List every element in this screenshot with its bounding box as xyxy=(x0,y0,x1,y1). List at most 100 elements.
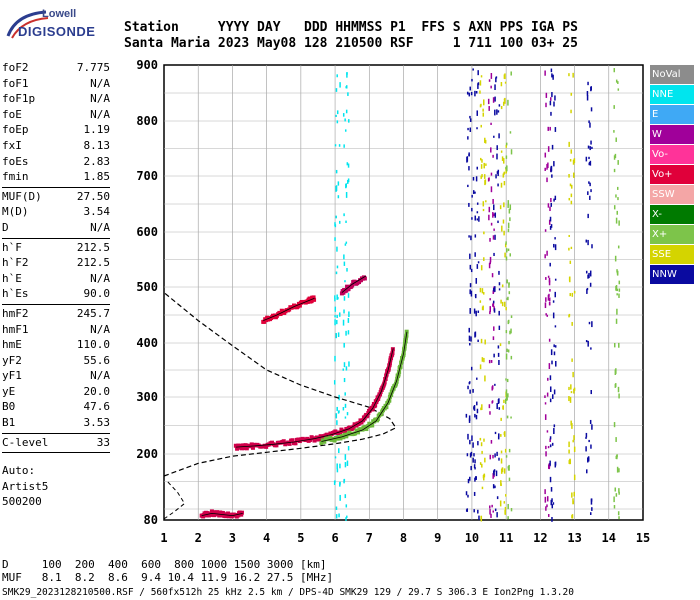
noise-point xyxy=(484,137,486,143)
trace-fit-line xyxy=(263,297,315,321)
noise-point xyxy=(467,136,469,140)
noise-point xyxy=(545,92,548,98)
noise-point xyxy=(480,442,483,447)
noise-point xyxy=(479,157,482,161)
noise-point xyxy=(507,99,509,106)
noise-point xyxy=(618,220,620,226)
noise-point xyxy=(466,508,469,512)
noise-point xyxy=(475,293,477,299)
noise-point xyxy=(589,160,592,166)
param-label: fmin xyxy=(2,170,29,184)
noise-point xyxy=(346,412,349,416)
echo-point xyxy=(338,430,343,435)
noise-point xyxy=(498,133,500,139)
noise-point xyxy=(585,156,588,162)
noise-point xyxy=(616,308,618,315)
noise-point xyxy=(476,408,479,414)
noise-point xyxy=(479,462,482,465)
noise-point xyxy=(507,516,509,520)
noise-point xyxy=(344,118,346,122)
echo-point xyxy=(376,396,381,401)
noise-point xyxy=(588,272,590,279)
noise-point xyxy=(335,413,338,419)
noise-point xyxy=(504,73,506,80)
noise-point xyxy=(469,86,471,91)
noise-point xyxy=(334,222,336,227)
noise-point xyxy=(544,489,546,495)
noise-point xyxy=(346,162,349,166)
noise-point xyxy=(568,386,570,391)
param-value: N/A xyxy=(90,369,110,383)
echo-point xyxy=(209,512,214,517)
noise-point xyxy=(505,494,507,497)
noise-point xyxy=(570,109,572,114)
noise-point xyxy=(549,262,551,267)
noise-point xyxy=(489,509,491,515)
noise-point xyxy=(470,268,473,273)
echo-point xyxy=(239,446,244,451)
echo-point xyxy=(305,436,310,441)
noise-point xyxy=(335,271,338,275)
echo-point xyxy=(384,405,389,410)
noise-point xyxy=(569,260,572,264)
noise-point xyxy=(346,72,348,78)
noise-point xyxy=(490,85,492,89)
noise-point xyxy=(475,277,478,284)
noise-point xyxy=(502,158,505,164)
noise-point xyxy=(334,315,336,318)
noise-point xyxy=(614,369,617,375)
noise-point xyxy=(549,225,552,230)
noise-point xyxy=(468,92,471,97)
noise-point xyxy=(587,340,589,347)
file-info-footer: SMK29_2023128210500.RSF / 560fx512h 25 k… xyxy=(2,587,574,598)
noise-point xyxy=(476,166,479,170)
noise-point xyxy=(573,474,576,481)
param-value: 33 xyxy=(96,435,110,449)
noise-point xyxy=(549,126,551,131)
noise-point xyxy=(477,310,480,313)
noise-point xyxy=(476,127,478,130)
autoscaling-line: 500200 xyxy=(2,495,42,509)
x-tick-label: 5 xyxy=(297,531,304,545)
noise-point xyxy=(591,244,593,249)
noise-point xyxy=(345,241,348,244)
noise-point xyxy=(586,288,588,294)
noise-point xyxy=(586,287,589,291)
noise-point xyxy=(343,342,345,348)
param-value: N/A xyxy=(90,76,110,90)
noise-point xyxy=(546,392,549,397)
noise-point xyxy=(568,449,570,454)
y-tick-label: 700 xyxy=(136,169,158,183)
noise-point xyxy=(495,77,497,83)
noise-point xyxy=(494,109,496,116)
noise-point xyxy=(547,126,549,131)
noise-point xyxy=(489,411,491,415)
noise-point xyxy=(585,446,587,452)
noise-point xyxy=(342,407,345,411)
noise-point xyxy=(510,355,513,360)
noise-point xyxy=(477,261,480,264)
noise-point xyxy=(492,300,495,304)
noise-point xyxy=(479,437,482,441)
param-row: D N/A xyxy=(2,220,110,236)
noise-point xyxy=(498,310,500,316)
noise-point xyxy=(498,398,500,404)
noise-point xyxy=(500,434,502,437)
param-value: 212.5 xyxy=(76,256,110,270)
noise-point xyxy=(469,289,471,295)
noise-point xyxy=(591,507,593,511)
echo-point xyxy=(235,446,240,451)
noise-point xyxy=(544,229,547,232)
noise-point xyxy=(553,161,555,167)
noise-point xyxy=(490,360,493,363)
noise-point xyxy=(497,220,499,224)
noise-point xyxy=(489,237,491,242)
noise-point xyxy=(489,261,491,265)
noise-point xyxy=(335,514,338,519)
noise-point xyxy=(475,176,478,182)
echo-point xyxy=(394,381,399,386)
noise-point xyxy=(347,445,350,451)
noise-point xyxy=(510,71,512,76)
noise-point xyxy=(476,377,478,380)
